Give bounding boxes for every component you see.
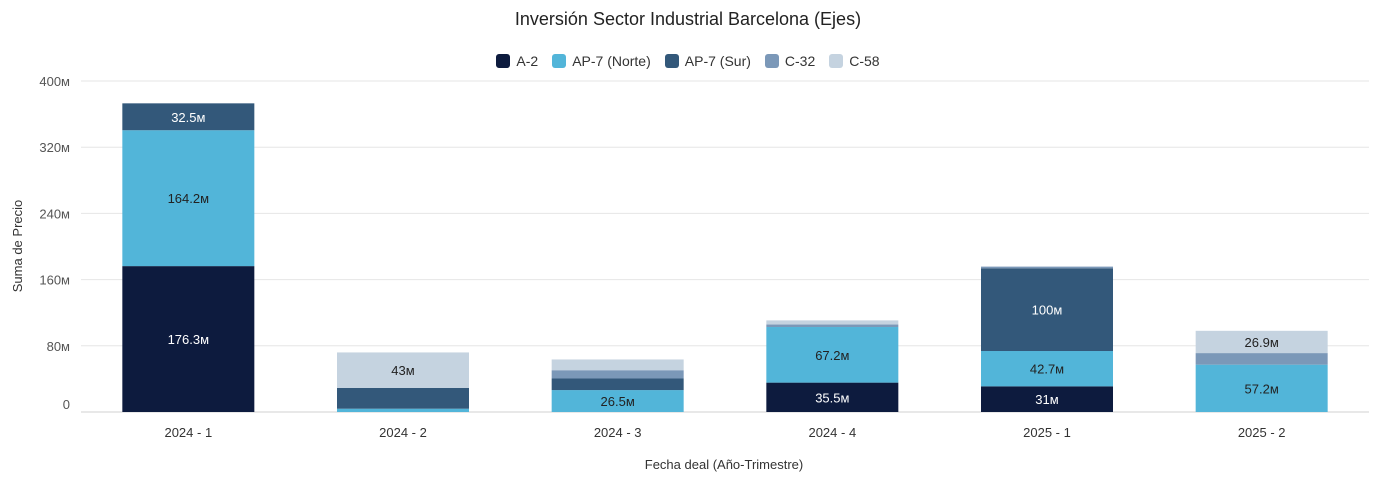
- bar-segment[interactable]: [337, 408, 469, 412]
- legend-label: C-58: [849, 53, 880, 69]
- chart-title: Inversión Sector Industrial Barcelona (E…: [514, 9, 862, 29]
- bar-segment[interactable]: [337, 388, 469, 409]
- data-label: 42.7м: [1030, 362, 1064, 377]
- y-tick-label: 0: [63, 397, 70, 412]
- y-tick-label: 240м: [39, 206, 70, 221]
- bar-segment[interactable]: [766, 320, 899, 325]
- bar-segment[interactable]: [1195, 353, 1328, 365]
- legend-swatch: [829, 54, 844, 68]
- data-label: 67.2м: [815, 348, 849, 363]
- bar-segment[interactable]: [981, 386, 1113, 412]
- legend-item[interactable]: AP-7 (Norte): [552, 53, 651, 69]
- data-label: 31м: [1035, 392, 1058, 407]
- legend: A-2 AP-7 (Norte) AP-7 (Sur) C-32 C-58: [0, 53, 1376, 69]
- x-tick-label: 2025 - 1: [1023, 425, 1071, 440]
- legend-label: AP-7 (Norte): [572, 53, 651, 69]
- bar-segment[interactable]: [551, 390, 684, 412]
- y-tick-label: 80м: [47, 339, 70, 354]
- legend-item[interactable]: C-32: [764, 53, 816, 69]
- data-label: 32.5м: [171, 110, 205, 125]
- bar-segment[interactable]: [766, 382, 899, 412]
- data-label: 176.3м: [168, 332, 210, 347]
- bar-segment[interactable]: [337, 352, 469, 389]
- legend-label: AP-7 (Sur): [684, 53, 751, 69]
- legend-swatch: [496, 54, 511, 68]
- bar-segment[interactable]: [551, 378, 684, 391]
- data-label: 26.9м: [1245, 335, 1279, 350]
- bar-segment[interactable]: [981, 351, 1113, 387]
- x-tick-label: 2024 - 4: [808, 425, 856, 440]
- y-tick-label: 400м: [39, 74, 70, 89]
- legend-swatch: [552, 54, 567, 68]
- data-label: 164.2м: [168, 191, 210, 206]
- bar-segment[interactable]: [551, 359, 684, 371]
- legend-item[interactable]: AP-7 (Sur): [664, 53, 751, 69]
- bar-segment[interactable]: [1195, 364, 1328, 412]
- y-tick-label: 320м: [39, 140, 70, 155]
- data-label: 100м: [1032, 303, 1063, 318]
- legend-item[interactable]: C-58: [829, 53, 880, 69]
- data-label: 35.5м: [815, 390, 849, 405]
- x-tick-label: 2024 - 2: [379, 425, 427, 440]
- bar-segment[interactable]: [122, 266, 255, 412]
- bar-segment[interactable]: [981, 266, 1113, 269]
- y-tick-label: 160м: [39, 273, 70, 288]
- x-tick-label: 2025 - 2: [1238, 425, 1286, 440]
- data-label: 43м: [391, 363, 414, 378]
- bar-segment[interactable]: [981, 268, 1113, 352]
- x-tick-label: 2024 - 1: [164, 425, 212, 440]
- legend-swatch: [764, 54, 779, 68]
- x-axis-title: Fecha deal (Año-Trimestre): [645, 457, 803, 472]
- legend-swatch: [664, 54, 679, 68]
- legend-label: A-2: [516, 53, 539, 69]
- bar-segment[interactable]: [122, 103, 255, 131]
- bar-segment[interactable]: [766, 324, 899, 328]
- y-axis-title: Suma de Precio: [10, 200, 25, 293]
- bar-segment[interactable]: [766, 327, 899, 383]
- data-label: 26.5м: [601, 394, 635, 409]
- bar-segment[interactable]: [122, 130, 255, 267]
- bar-segment[interactable]: [551, 370, 684, 379]
- x-tick-label: 2024 - 3: [594, 425, 642, 440]
- data-label: 57.2м: [1245, 381, 1279, 396]
- bar-segment[interactable]: [1195, 330, 1328, 354]
- legend-item[interactable]: A-2: [496, 53, 538, 69]
- legend-label: C-32: [784, 53, 816, 69]
